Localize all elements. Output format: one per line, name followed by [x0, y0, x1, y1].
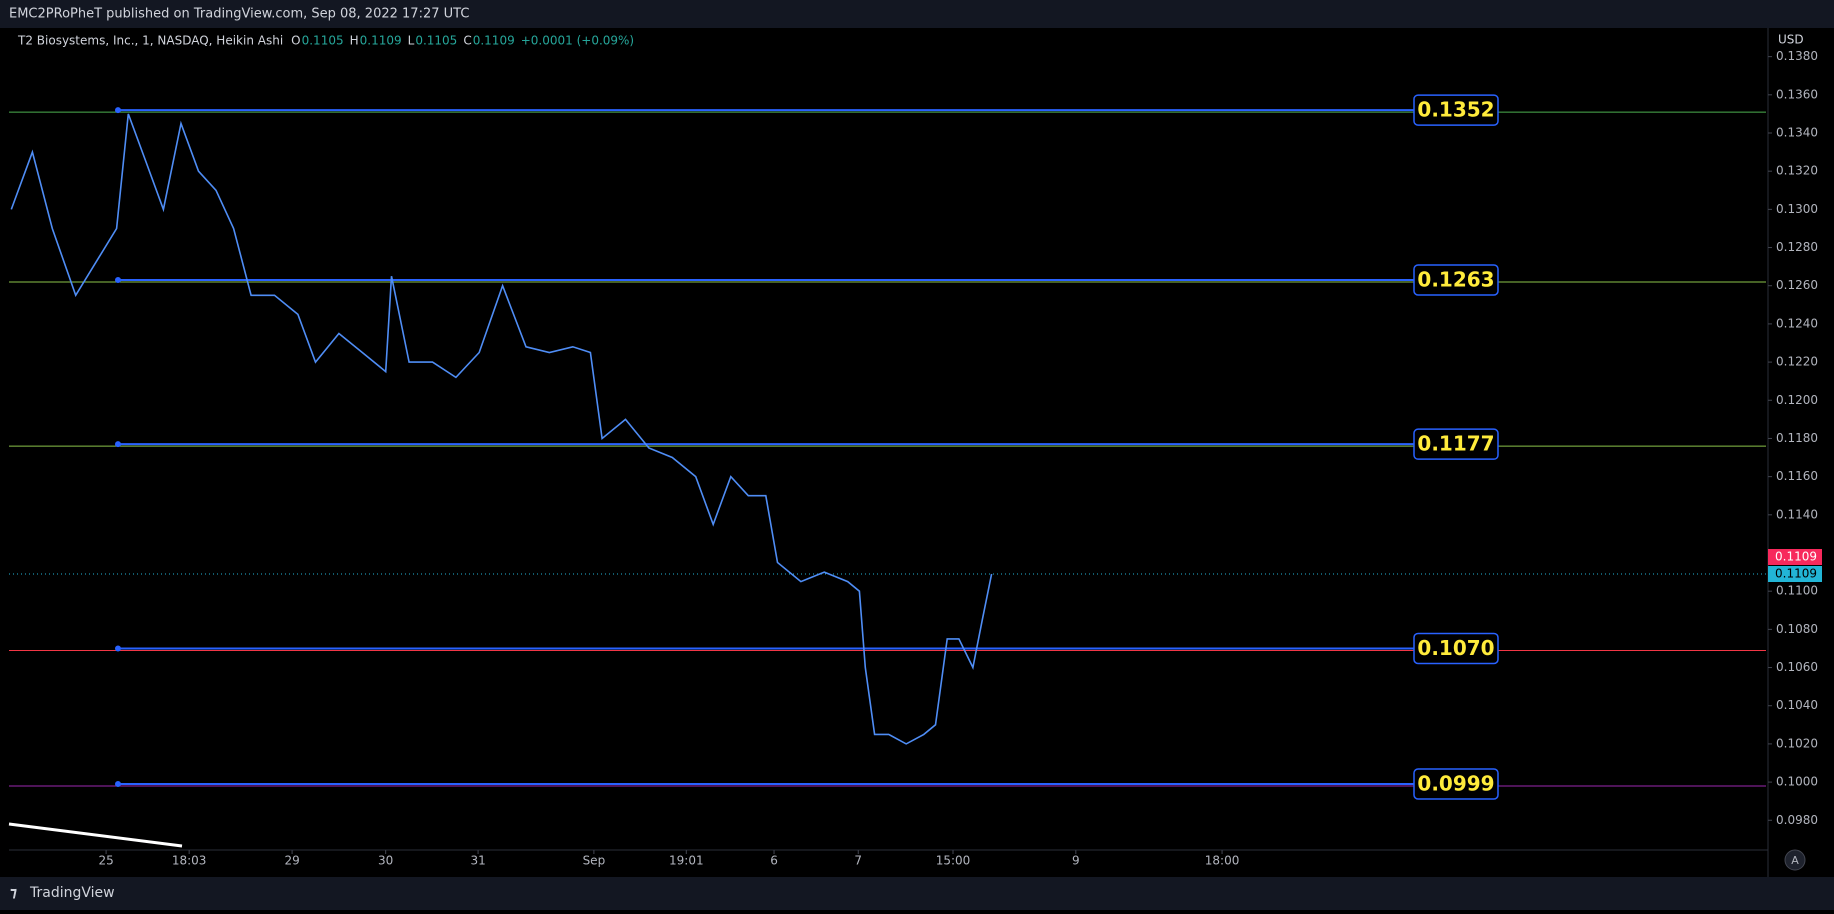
- footer-bar: [0, 877, 1834, 910]
- last-price-label: 0.1109: [1775, 550, 1817, 564]
- y-tick-label: 0.0980: [1776, 813, 1818, 827]
- y-tick-label: 0.1340: [1776, 126, 1818, 140]
- legend-value: 0.1105: [302, 34, 344, 48]
- level-label-box: [1413, 632, 1499, 665]
- level-label-box: [1413, 94, 1499, 126]
- y-tick-label: 0.1180: [1776, 431, 1818, 445]
- last-price-tag: [1768, 566, 1822, 582]
- auto-button-label[interactable]: A: [1791, 854, 1799, 867]
- legend-value: 0.1109: [360, 34, 402, 48]
- legend-key: L: [408, 34, 415, 48]
- level-label: 0.1070: [1417, 636, 1494, 660]
- x-tick-label: 18:00: [1205, 854, 1240, 868]
- y-tick-label: 0.1040: [1776, 698, 1818, 712]
- x-tick-label: 6: [770, 854, 778, 868]
- level-anchor: [115, 107, 121, 114]
- y-tick-label: 0.1220: [1776, 355, 1818, 369]
- y-tick-label: 0.1360: [1776, 87, 1818, 101]
- legend-key: C: [463, 34, 471, 48]
- y-tick-label: 0.1000: [1776, 775, 1818, 789]
- brand: TradingView: [29, 885, 115, 901]
- x-tick-label: 9: [1072, 854, 1080, 868]
- y-tick-label: 0.1060: [1776, 660, 1818, 674]
- level-anchor: [115, 645, 121, 652]
- y-tick-label: 0.1380: [1776, 49, 1818, 63]
- y-tick-label: 0.1160: [1776, 469, 1818, 483]
- y-tick-label: 0.1280: [1776, 240, 1818, 254]
- y-tick-label: 0.1020: [1776, 736, 1818, 750]
- y-tick-label: 0.1140: [1776, 507, 1818, 521]
- legend-change: +0.0001 (+0.09%): [521, 34, 634, 48]
- y-tick-label: 0.1080: [1776, 622, 1818, 636]
- level-label-box: [1413, 768, 1499, 800]
- last-price-label: 0.1109: [1775, 567, 1817, 581]
- level-anchor: [115, 277, 121, 283]
- level-label-box: [1413, 264, 1499, 296]
- x-tick-label: 19:01: [669, 854, 704, 868]
- level-anchor: [115, 781, 121, 787]
- legend-key: H: [350, 34, 359, 48]
- x-tick-label: 7: [854, 854, 862, 868]
- level-anchor: [115, 441, 121, 448]
- x-tick-label: 25: [98, 854, 113, 868]
- y-tick-label: 0.1240: [1776, 316, 1818, 330]
- price-line: [10, 113, 993, 745]
- legend-value: 0.1109: [473, 34, 515, 48]
- y-tick-label: 0.1100: [1776, 584, 1818, 598]
- y-tick-label: 0.1300: [1776, 202, 1818, 216]
- y-unit: USD: [1778, 33, 1804, 47]
- x-tick-label: 18:03: [172, 854, 207, 868]
- x-tick-label: 15:00: [936, 854, 971, 868]
- level-label: 0.1177: [1417, 432, 1494, 456]
- header-text: EMC2PRoPheT published on TradingView.com…: [9, 7, 469, 22]
- x-tick-label: 30: [378, 854, 393, 868]
- x-tick-label: 29: [284, 854, 299, 868]
- legend-value: 0.1105: [415, 34, 457, 48]
- level-label-box: [1413, 428, 1499, 460]
- y-tick-label: 0.1260: [1776, 278, 1818, 292]
- y-tick-label: 0.1320: [1776, 164, 1818, 178]
- level-label: 0.1352: [1417, 98, 1494, 122]
- legend-symbol: T2 Biosystems, Inc., 1, NASDAQ, Heikin A…: [17, 34, 283, 48]
- brand-logo: ⁊: [10, 885, 17, 901]
- level-label: 0.0999: [1417, 772, 1494, 796]
- last-price-tag: [1768, 549, 1822, 565]
- level-label: 0.1263: [1417, 268, 1494, 292]
- legend-key: O: [291, 34, 300, 48]
- header-bar: [0, 0, 1834, 28]
- x-tick-label: Sep: [583, 854, 606, 868]
- y-tick-label: 0.1200: [1776, 393, 1818, 407]
- trend-line: [8, 822, 183, 848]
- auto-button[interactable]: [1784, 849, 1806, 871]
- legend: T2 Biosystems, Inc., 1, NASDAQ, Heikin A…: [17, 34, 634, 48]
- x-tick-label: 31: [470, 854, 485, 868]
